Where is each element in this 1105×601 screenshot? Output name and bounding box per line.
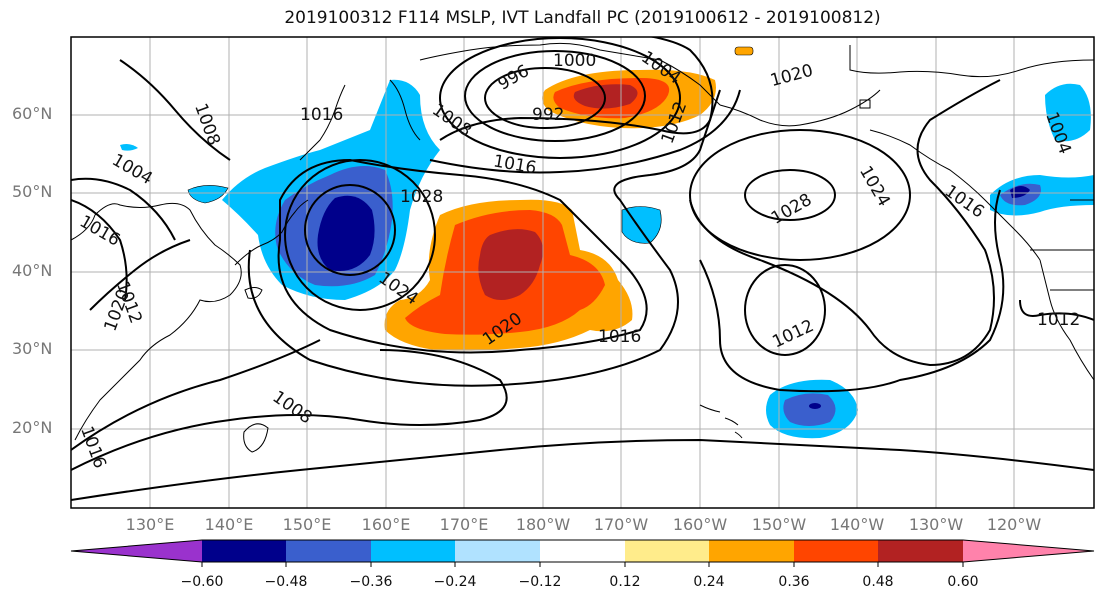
colorbar-tick-label: 0.36 [778,574,810,590]
lon-label: 150°E [282,515,332,534]
colorbar-tick-label: −0.48 [264,574,308,590]
lat-label: 20°N [12,418,53,437]
colorbar-tick-label: −0.60 [180,574,224,590]
contour-label: 1000 [553,51,596,71]
lon-label: 180°W [515,515,571,534]
map-title: 2019100312 F114 MSLP, IVT Landfall PC (2… [284,8,881,28]
lat-label: 40°N [12,261,53,280]
plot-frame [70,36,1095,509]
contour-label: 1012 [769,316,817,352]
positive-anomaly-central [384,199,633,351]
lon-label: 150°W [751,515,807,534]
colorbar-tick-label: −0.36 [349,574,393,590]
lat-label: 60°N [12,104,53,123]
contour-label: 1012 [1037,310,1080,330]
contour-label: 1008 [190,101,224,148]
lat-label: 50°N [12,182,53,201]
contour-label: 1016 [941,181,988,222]
contour-label: 1016 [300,105,343,125]
colorbar-segment [371,540,455,562]
coastlines [71,42,1094,453]
lon-label: 160°W [672,515,728,534]
contour-label: 996 [495,61,533,95]
lon-label: 120°W [986,515,1042,534]
negative-anomaly-pacific-nw [990,83,1094,216]
colorbar-segment [540,540,625,562]
lon-label: 140°W [829,515,885,534]
colorbar-tick-label: 0.60 [947,574,979,590]
lon-label: 140°E [204,515,254,534]
colorbar-extend-max [963,540,1094,562]
contour-label: 992 [532,105,564,125]
lon-label: 170°W [593,515,649,534]
lat-label: 30°N [12,339,53,358]
lon-label: 160°E [361,515,411,534]
negative-anomaly-hawaii-east [766,379,858,439]
isobars [71,37,1094,501]
colorbar-extend-min [71,540,202,562]
colorbar [70,539,1095,567]
contour-label: 1016 [598,327,641,347]
colorbar-segment [625,540,709,562]
colorbar-tick-label: 0.24 [693,574,725,590]
colorbar-tick-label: −0.24 [433,574,477,590]
colorbar-segment [202,540,286,562]
contour-label: 1008 [269,387,316,428]
colorbar-tick-label: 0.48 [862,574,894,590]
shade-positive-strong [478,229,544,300]
contour-label: 1028 [768,190,815,229]
lon-label: 170°E [439,515,489,534]
contour-label: 1024 [855,163,894,210]
map-plot-area [71,37,1094,508]
colorbar-segment [794,540,878,562]
lon-label: 130°E [125,515,175,534]
colorbar-segment [878,540,963,562]
colorbar-tick-label: 0.12 [609,574,641,590]
contour-label: 1020 [768,61,815,92]
lon-label: 130°W [908,515,964,534]
colorbar-segment [455,540,540,562]
contour-label: 1028 [400,187,443,207]
colorbar-segment [286,540,371,562]
colorbar-segment [709,540,794,562]
colorbar-tick-label: −0.12 [518,574,562,590]
